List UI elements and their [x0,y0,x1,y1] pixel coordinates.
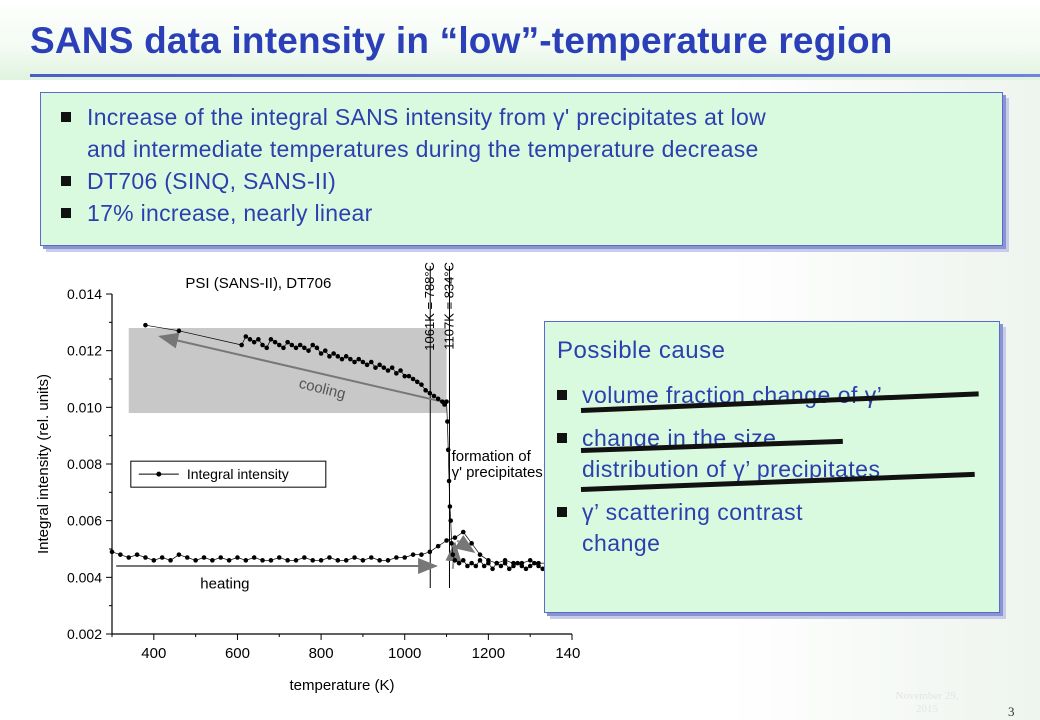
cooling-data-point [339,356,345,362]
cooling-data-point [377,362,382,368]
x-tick-label: 1200 [472,645,505,662]
legend-label: Integral intensity [187,466,289,482]
heating-data-point [435,543,441,549]
cooling-data-point [251,339,257,345]
summary-bullet: 17% increase, nearly linear [61,197,988,229]
series-segment [178,330,242,346]
series-segment [448,480,451,507]
square-bullet-icon [61,112,71,122]
possible-cause-title: Possible cause [557,337,726,364]
chart-title: PSI (SANS-II), DT706 [185,275,331,292]
heating-data-point [151,558,157,563]
footer-date-line2: 2015 [916,703,938,715]
heating-data-point [193,558,198,563]
y-tick-label: 0.006 [67,513,102,529]
x-tick-label: 600 [225,645,250,662]
heating-data-point [168,558,173,563]
heating-data-point [519,560,525,566]
heating-label: heating [200,576,249,593]
summary-bullet-line2: and intermediate temperatures during the… [87,136,759,162]
heating-data-point [243,558,249,563]
y-tick-label: 0.004 [67,569,102,585]
series-segment [471,543,481,555]
series-segment [462,531,472,544]
cooling-data-point [247,337,253,342]
x-tick-label: 800 [309,645,334,662]
x-tick-label: 1000 [388,645,421,662]
summary-bullet: DT706 (SINQ, SANS-II) [61,165,988,197]
formation-label-line2: γ' precipitates [452,464,543,481]
cooling-data-point [435,396,441,402]
summary-bullet-line1: DT706 (SINQ, SANS-II) [87,168,337,194]
x-tick-label: 400 [141,645,166,662]
square-bullet-icon [557,433,567,443]
legend-marker [156,471,162,477]
heating-data-point [210,558,215,563]
cooling-data-point [445,447,451,453]
y-tick-label: 0.010 [67,399,102,415]
title-underline [30,74,1040,77]
page-number: 3 [1008,704,1015,719]
x-axis-label: temperature (K) [289,677,394,694]
formation-label-line1: formation of [452,448,532,465]
series-segment [447,421,449,450]
heating-data-point [126,555,132,560]
cooling-data-point [523,566,529,572]
y-tick-label: 0.008 [67,456,102,472]
title-bar [0,0,1040,80]
cooling-data-point [302,345,307,351]
heating-data-point [427,549,433,555]
y-axis-label: Integral intensity (rel. units) [35,374,52,554]
square-bullet-icon [61,176,71,186]
cooling-arrow [158,332,443,403]
cooling-data-point [268,337,274,342]
transition-line-label: 1061K = 788°C [422,262,437,351]
footer-date-line1: November 29, [895,690,959,702]
cause-bullet-line1: γ’ scattering contrast [582,499,804,525]
y-tick-label: 0.002 [67,626,102,642]
cooling-data-point [176,328,182,334]
square-bullet-icon [557,390,567,400]
y-tick-label: 0.014 [67,286,102,302]
heating-data-point [268,558,274,563]
y-tick-label: 0.012 [67,343,102,359]
series-segment [446,401,448,422]
cooling-data-point [272,339,278,345]
heating-data-point [226,558,232,563]
summary-bullet-line1: Increase of the integral SANS intensity … [87,104,767,130]
cause-bullet-line2: change [582,530,661,556]
cooling-data-point [423,388,428,393]
cause-bullet: γ’ scattering contrast change [557,497,989,559]
summary-bullets: Increase of the integral SANS intensity … [61,101,988,229]
summary-bullet: Increase of the integral SANS intensity … [61,101,988,165]
footer-date: November 29, 2015 [872,690,982,716]
heating-data-point [343,558,349,563]
formation-arrow [454,535,476,553]
series-segment [447,449,450,482]
cooling-data-point [335,354,341,359]
heating-data-point [293,558,299,563]
summary-box: Increase of the integral SANS intensity … [40,92,1003,246]
square-bullet-icon [61,208,71,218]
cooling-data-point [343,354,349,359]
summary-bullet-line1: 17% increase, nearly linear [87,200,373,226]
series-segment [449,506,452,521]
series-segment [450,520,452,544]
possible-cause-box: Possible cause volume fraction change of… [544,321,1000,613]
slide-title: SANS data intensity in “low”-temperature… [30,20,893,61]
heating-data-point [385,558,391,563]
transition-line-label: 1107K = 834°C [441,262,456,350]
square-bullet-icon [557,507,567,517]
series-segment [145,324,179,332]
